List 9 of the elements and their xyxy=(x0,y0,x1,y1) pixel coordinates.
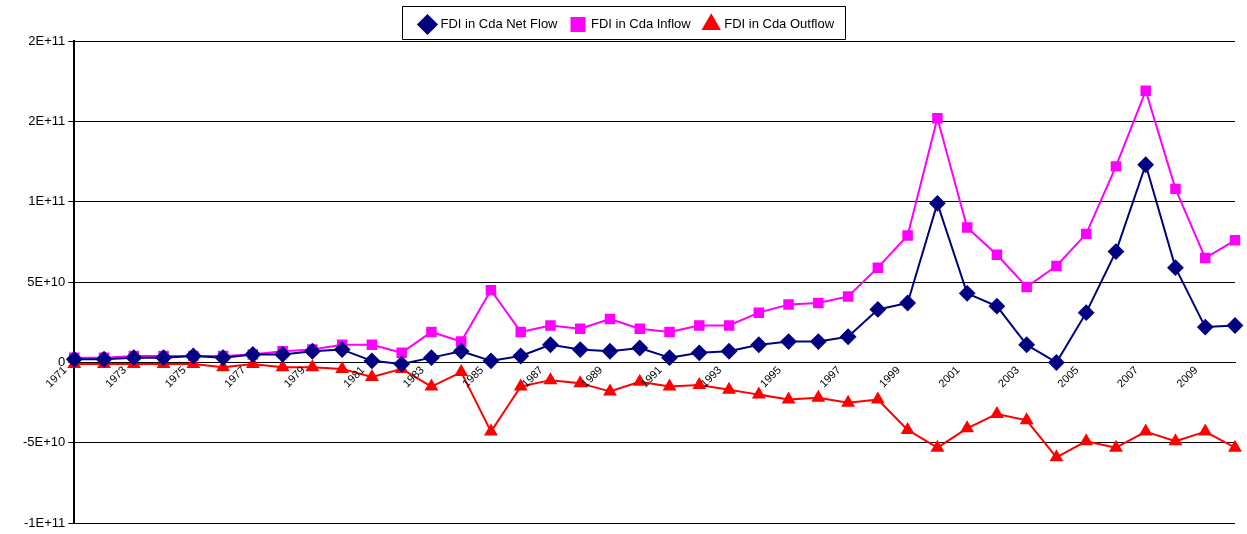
legend-label: FDI in Cda Outflow xyxy=(724,16,835,32)
legend-label: FDI in Cda Inflow xyxy=(591,16,692,32)
y-tick-label: 2E+11 xyxy=(28,112,66,128)
legend-label: FDI in Cda Net Flow xyxy=(440,16,559,32)
y-tick-label: -5E+10 xyxy=(22,434,66,450)
y-tick-label: 2E+11 xyxy=(28,32,66,48)
y-tick-label: -1E+11 xyxy=(23,514,66,530)
y-tick-label: 1E+11 xyxy=(28,193,66,209)
y-tick-label: 5E+10 xyxy=(27,273,66,289)
